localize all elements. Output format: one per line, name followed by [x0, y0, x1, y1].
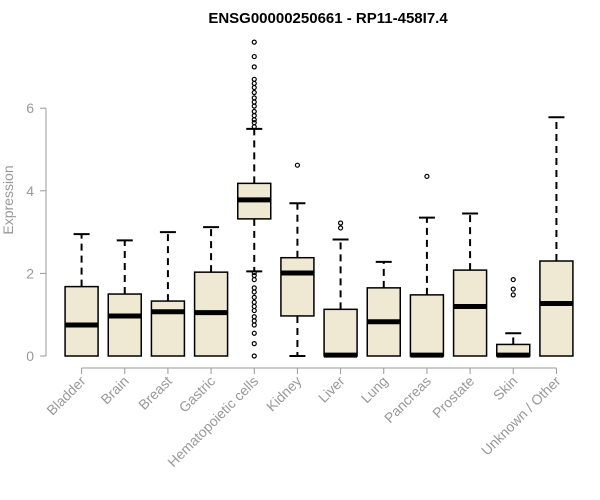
- outlier-point: [251, 89, 257, 96]
- x-tick-label: Bladder: [43, 373, 89, 419]
- x-tick-label: Breast: [135, 373, 175, 413]
- outlier-point: [251, 53, 257, 60]
- outlier-point: [251, 269, 257, 276]
- outlier-point: [510, 276, 516, 283]
- outlier-point: [251, 307, 257, 314]
- outlier-point: [251, 99, 257, 105]
- outlier-point: [424, 173, 430, 179]
- iqr-box: [452, 269, 488, 357]
- outlier-point: [251, 95, 257, 101]
- outlier-point: [510, 292, 516, 298]
- x-tick-label: Gastric: [176, 373, 219, 416]
- outlier-point: [251, 108, 257, 115]
- outlier-point: [251, 322, 257, 328]
- outlier-point: [251, 303, 257, 310]
- chart-title: ENSG00000250661 - RP11-458I7.4: [208, 10, 448, 27]
- box-lung: [366, 260, 401, 357]
- box-liver: [323, 220, 358, 358]
- outlier-point: [251, 64, 257, 70]
- x-tick-label: Kidney: [263, 373, 305, 415]
- outlier-point: [251, 39, 257, 45]
- outlier-point: [251, 341, 257, 347]
- x-tick-label: Skin: [490, 373, 521, 404]
- outlier-point: [294, 162, 301, 168]
- outlier-point: [251, 76, 257, 82]
- iqr-box: [107, 293, 142, 357]
- box-brain: [107, 239, 142, 357]
- outlier-point: [251, 120, 257, 126]
- x-tick-label: Pancreas: [381, 373, 434, 426]
- outlier-point: [251, 330, 257, 336]
- iqr-box: [64, 285, 99, 357]
- outlier-point: [337, 225, 344, 231]
- y-tick-label: 6: [26, 100, 34, 116]
- outlier-point: [251, 289, 257, 295]
- box-unknown-other: [539, 116, 574, 357]
- boxes-group: [64, 39, 574, 359]
- outlier-point: [251, 113, 257, 119]
- box-prostate: [452, 212, 488, 357]
- box-breast: [150, 231, 186, 357]
- box-skin: [496, 276, 531, 358]
- box-gastric: [193, 226, 229, 357]
- box-bladder: [64, 233, 99, 357]
- outlier-point: [337, 220, 344, 226]
- y-tick-label: 4: [26, 183, 34, 199]
- outlier-point: [251, 272, 257, 279]
- x-tick-label: Prostate: [429, 373, 477, 421]
- outlier-point: [251, 80, 257, 87]
- outlier-point: [251, 314, 257, 320]
- iqr-box: [539, 260, 574, 357]
- box-kidney: [280, 162, 315, 357]
- iqr-box: [280, 256, 315, 317]
- y-tick-label: 0: [26, 348, 34, 364]
- iqr-box: [323, 308, 358, 357]
- outlier-point: [251, 117, 257, 123]
- outlier-point: [251, 285, 257, 291]
- outlier-point: [251, 299, 257, 305]
- outlier-point: [510, 286, 516, 292]
- outlier-point: [251, 353, 257, 359]
- y-axis: 0 2 4 6: [26, 100, 47, 364]
- x-tick-label: Unknown / Other: [478, 373, 564, 459]
- y-axis-label: Expression: [0, 165, 16, 234]
- box-pancreas: [409, 173, 445, 358]
- x-tick-label: Brain: [97, 373, 131, 407]
- iqr-box: [409, 294, 445, 357]
- outlier-point: [251, 103, 257, 109]
- outlier-point: [251, 318, 257, 324]
- box-hematopoietic-cells: [237, 39, 272, 359]
- y-tick-label: 2: [26, 265, 34, 281]
- outlier-point: [251, 294, 257, 300]
- outlier-point: [251, 84, 257, 91]
- outlier-point: [251, 276, 257, 283]
- x-tick-label: Lung: [358, 373, 391, 406]
- x-tick-label: Liver: [315, 373, 348, 406]
